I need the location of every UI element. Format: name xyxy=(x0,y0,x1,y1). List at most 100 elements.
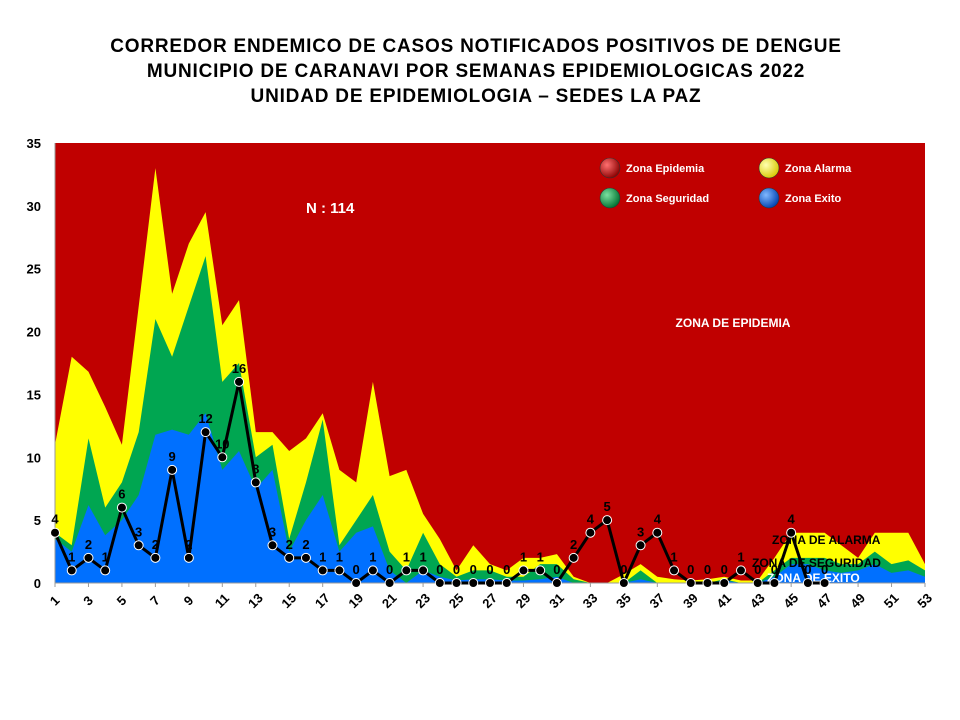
x-tick-label: 23 xyxy=(412,590,433,611)
case-data-label: 0 xyxy=(470,562,477,577)
case-point xyxy=(351,578,362,588)
case-data-label: 8 xyxy=(252,461,259,476)
legend-swatch xyxy=(758,157,780,179)
case-data-label: 1 xyxy=(419,549,426,564)
case-point xyxy=(66,565,77,576)
case-data-label: 1 xyxy=(403,549,410,564)
case-point xyxy=(468,578,479,588)
x-tick-label: 37 xyxy=(647,590,668,611)
x-tick-label: 3 xyxy=(80,593,96,609)
title-line-2: MUNICIPIO DE CARANAVI POR SEMANAS EPIDEM… xyxy=(146,61,806,82)
x-tick-label: 13 xyxy=(245,590,266,611)
x-tick-label: 35 xyxy=(613,590,634,611)
x-tick-label: 27 xyxy=(479,590,500,611)
x-tick-label: 49 xyxy=(847,590,868,611)
case-point xyxy=(585,527,596,538)
case-data-label: 0 xyxy=(553,562,560,577)
case-data-label: 2 xyxy=(185,537,192,552)
legend-label: Zona Seguridad xyxy=(626,193,709,205)
x-tick-label: 17 xyxy=(312,590,333,611)
case-data-label: 3 xyxy=(269,524,276,539)
case-point xyxy=(719,578,730,588)
case-point xyxy=(384,578,395,588)
y-tick-label: 20 xyxy=(27,325,41,340)
case-point xyxy=(83,552,94,563)
case-data-label: 12 xyxy=(198,411,212,426)
case-point xyxy=(618,578,629,588)
case-point xyxy=(401,565,412,576)
legend-label: Zona Epidemia xyxy=(626,163,705,175)
legend-swatch xyxy=(599,157,621,179)
x-tick-label: 15 xyxy=(278,590,299,611)
case-point xyxy=(50,527,60,538)
case-data-label: 2 xyxy=(302,537,309,552)
case-point xyxy=(234,376,245,387)
case-point xyxy=(284,552,295,563)
y-tick-label: 35 xyxy=(27,136,41,151)
case-data-label: 0 xyxy=(721,562,728,577)
case-point xyxy=(150,552,161,563)
case-data-label: 0 xyxy=(821,562,828,577)
case-point xyxy=(434,578,445,588)
legend-seguridad: Zona Seguridad xyxy=(599,187,709,209)
x-tick-label: 41 xyxy=(713,590,734,611)
case-data-label: 0 xyxy=(386,562,393,577)
case-point xyxy=(250,477,261,488)
x-tick-label: 53 xyxy=(914,590,935,611)
case-point xyxy=(317,565,328,576)
case-data-label: 4 xyxy=(788,512,796,527)
title-line-3: UNIDAD DE EPIDEMIOLOGIA – SEDES LA PAZ xyxy=(250,86,702,107)
case-point xyxy=(819,578,830,588)
case-point xyxy=(802,578,813,588)
case-point xyxy=(652,527,663,538)
case-data-label: 1 xyxy=(670,549,677,564)
case-point xyxy=(501,578,512,588)
case-point xyxy=(300,552,311,563)
case-data-label: 1 xyxy=(68,549,75,564)
case-data-label: 0 xyxy=(771,562,778,577)
case-point xyxy=(535,565,546,576)
case-data-label: 4 xyxy=(654,512,662,527)
y-tick-label: 30 xyxy=(27,199,41,214)
case-point xyxy=(635,540,646,551)
case-point xyxy=(183,552,194,563)
case-point xyxy=(334,565,345,576)
legend: Zona Epidemia Zona Alarma Zona Seguridad Zo… xyxy=(599,157,852,209)
case-data-label: 4 xyxy=(51,512,59,527)
y-tick-label: 5 xyxy=(34,513,41,528)
y-tick-label: 0 xyxy=(34,576,41,591)
case-data-label: 0 xyxy=(436,562,443,577)
case-point xyxy=(602,515,613,526)
case-data-label: 0 xyxy=(687,562,694,577)
x-tick-label: 47 xyxy=(814,590,835,611)
x-tick-label: 31 xyxy=(546,590,567,611)
zone-seguridad-label: ZONA DE SEGURIDAD xyxy=(752,556,881,570)
case-data-label: 1 xyxy=(537,549,544,564)
x-tick-label: 5 xyxy=(114,593,130,609)
case-point xyxy=(418,565,429,576)
legend-swatch xyxy=(758,187,780,209)
case-data-label: 5 xyxy=(603,499,610,514)
x-tick-label: 29 xyxy=(513,590,534,611)
x-tick-label: 33 xyxy=(580,590,601,611)
case-data-label: 1 xyxy=(102,549,109,564)
case-point xyxy=(518,565,529,576)
case-data-label: 0 xyxy=(503,562,510,577)
case-data-label: 1 xyxy=(336,549,343,564)
legend-label: Zona Exito xyxy=(785,193,842,205)
case-point xyxy=(568,552,579,563)
x-tick-label: 1 xyxy=(47,593,63,609)
x-tick-label: 45 xyxy=(780,590,801,611)
case-data-label: 3 xyxy=(135,524,142,539)
case-point xyxy=(167,464,178,475)
case-data-label: 4 xyxy=(587,512,595,527)
case-point xyxy=(367,565,378,576)
x-tick-label: 19 xyxy=(345,590,366,611)
case-point xyxy=(669,565,680,576)
case-data-label: 0 xyxy=(804,562,811,577)
case-point xyxy=(735,565,746,576)
y-tick-label: 25 xyxy=(27,262,41,277)
case-data-label: 2 xyxy=(85,537,92,552)
